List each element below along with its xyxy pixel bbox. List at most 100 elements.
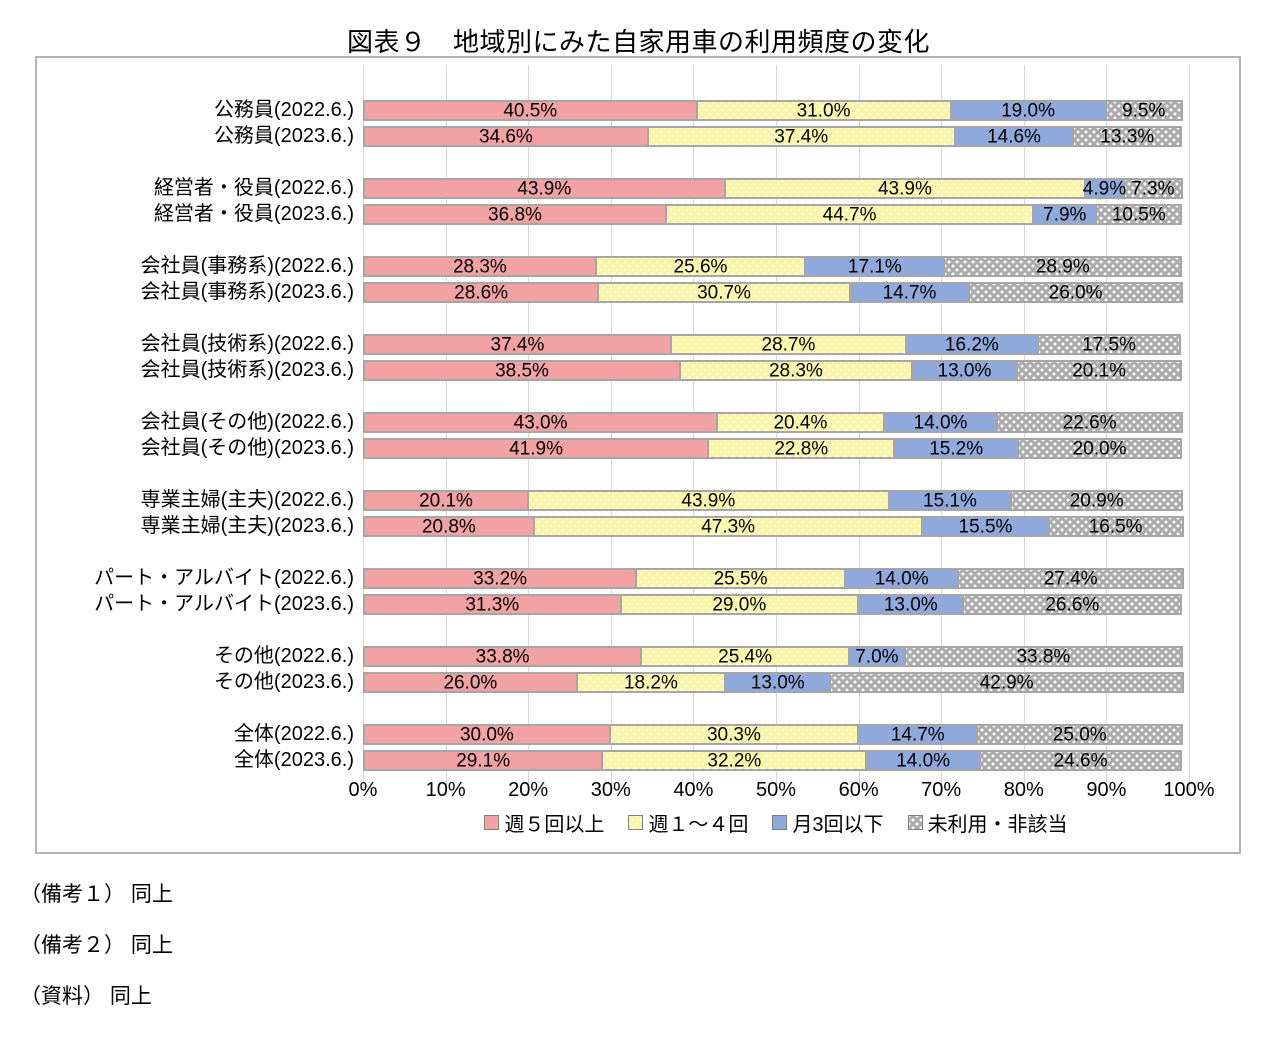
bar-value-label: 34.6%: [478, 126, 533, 147]
x-axis-tick: 0%: [348, 779, 378, 801]
bar-row: 専業主婦(主夫)(2022.6.) 20.1% 43.9% 15.1% 20.9%: [37, 490, 1239, 511]
bar-value-label: 20.1%: [1072, 360, 1127, 381]
category-label: 経営者・役員(2022.6.): [153, 177, 354, 199]
bar-segment-unused: 9.5%: [1104, 100, 1183, 121]
bar-value-label: 42.9%: [979, 672, 1034, 693]
bar-value-label: 14.0%: [913, 412, 968, 433]
bar-row: 会社員(事務系)(2023.6.) 28.6% 30.7% 14.7% 26.0%: [37, 282, 1239, 303]
bar-value-label: 31.3%: [465, 594, 520, 615]
bar-segment-month3less: 14.7%: [848, 282, 971, 303]
page-title: 図表９ 地域別にみた自家用車の利用頻度の変化: [346, 27, 930, 57]
bar-value-label: 20.4%: [773, 412, 828, 433]
bar-segment-month3less: 13.0%: [724, 672, 832, 693]
bar-track: 38.5% 28.3% 13.0% 20.1%: [363, 360, 1189, 381]
bar-segment-month3less: 14.0%: [882, 412, 999, 433]
bar-segment-week1to4: 43.9%: [723, 178, 1087, 199]
bar-segment-month3less: 15.5%: [921, 516, 1050, 537]
category-label: 全体(2023.6.): [233, 749, 354, 771]
bar-row: その他(2022.6.) 33.8% 25.4% 7.0% 33.8%: [37, 646, 1239, 667]
x-axis: 0% 10% 20% 30% 40% 50% 60% 70% 80% 90% 100%: [349, 779, 1215, 805]
bar-segment-week5plus: 20.8%: [363, 516, 535, 537]
bar-segment-week1to4: 31.0%: [695, 100, 952, 121]
bar-segment-week5plus: 38.5%: [363, 360, 681, 381]
bar-segment-unused: 20.9%: [1010, 490, 1183, 511]
bar-value-label: 30.0%: [459, 724, 514, 745]
note-line: （備考１） 同上: [20, 883, 173, 906]
bar-segment-month3less: 13.0%: [910, 360, 1019, 381]
bar-value-label: 13.0%: [883, 594, 938, 615]
bar-value-label: 27.4%: [1043, 568, 1098, 589]
gridline: [1189, 65, 1190, 791]
bar-segment-week1to4: 43.9%: [527, 490, 890, 511]
bar-segment-week1to4: 30.7%: [597, 282, 851, 303]
notes: （備考１） 同上 （備考２） 同上 （資料） 同上: [20, 878, 1277, 1010]
x-axis-tick: 50%: [755, 779, 797, 801]
bar-value-label: 20.8%: [421, 516, 476, 537]
bar-track: 31.3% 29.0% 13.0% 26.6%: [363, 594, 1189, 615]
category-label: その他(2023.6.): [213, 671, 354, 693]
bar-value-label: 29.0%: [712, 594, 767, 615]
bar-value-label: 33.2%: [473, 568, 528, 589]
bar-segment-week5plus: 40.5%: [363, 100, 698, 121]
bar-segment-week1to4: 22.8%: [707, 438, 896, 459]
bar-value-label: 44.7%: [822, 204, 877, 225]
bar-value-label: 20.0%: [1072, 438, 1127, 459]
category-label: 専業主婦(主夫)(2023.6.): [140, 515, 354, 537]
category-label: 会社員(事務系)(2023.6.): [140, 281, 354, 303]
bar-segment-unused: 10.5%: [1095, 204, 1183, 225]
bar-track: 33.8% 25.4% 7.0% 33.8%: [363, 646, 1189, 667]
bar-track: 30.0% 30.3% 14.7% 25.0%: [363, 724, 1189, 745]
bar-value-label: 28.7%: [761, 334, 816, 355]
bar-segment-unused: 20.1%: [1016, 360, 1183, 381]
category-label: パート・アルバイト(2022.6.): [94, 567, 354, 589]
bar-track: 20.1% 43.9% 15.1% 20.9%: [363, 490, 1189, 511]
chart-box: 公務員(2022.6.) 40.5% 31.0% 19.0% 9.5% 公務員(2023.…: [35, 56, 1241, 854]
bar-row: パート・アルバイト(2022.6.) 33.2% 25.5% 14.0% 27.4%: [37, 568, 1239, 589]
bar-track: 37.4% 28.7% 16.2% 17.5%: [363, 334, 1189, 355]
bar-segment-month3less: 4.9%: [1083, 178, 1126, 199]
bar-segment-week5plus: 29.1%: [363, 750, 604, 771]
bar-row: 専業主婦(主夫)(2023.6.) 20.8% 47.3% 15.5% 16.5%: [37, 516, 1239, 537]
bar-track: 20.8% 47.3% 15.5% 16.5%: [363, 516, 1189, 537]
bar-value-label: 38.5%: [495, 360, 549, 381]
category-label: 公務員(2023.6.): [213, 125, 354, 147]
bar-track: 43.0% 20.4% 14.0% 22.6%: [363, 412, 1189, 433]
bar-segment-week5plus: 43.0%: [363, 412, 719, 433]
bar-segment-unused: 42.9%: [829, 672, 1184, 693]
x-axis-tick: 40%: [673, 779, 714, 801]
bar-value-label: 26.0%: [1048, 282, 1103, 303]
bar-segment-week1to4: 25.4%: [640, 646, 850, 667]
x-axis-tick: 10%: [425, 779, 466, 801]
bar-row: 公務員(2022.6.) 40.5% 31.0% 19.0% 9.5%: [37, 100, 1239, 121]
category-label: 専業主婦(主夫)(2022.6.): [140, 489, 354, 511]
bar-segment-week5plus: 26.0%: [363, 672, 578, 693]
bar-segment-unused: 22.6%: [996, 412, 1183, 433]
bar-value-label: 15.1%: [923, 490, 977, 511]
bar-value-label: 10.5%: [1111, 204, 1166, 225]
category-label: 会社員(その他)(2023.6.): [140, 437, 354, 459]
bar-segment-week5plus: 33.8%: [363, 646, 643, 667]
legend-item-month3less: 月3回以下: [772, 808, 884, 837]
bar-value-label: 30.7%: [697, 282, 751, 303]
bar-segment-month3less: 17.1%: [804, 256, 946, 277]
category-label: その他(2022.6.): [213, 645, 354, 667]
bar-value-label: 13.0%: [750, 672, 805, 693]
bar-value-label: 25.6%: [673, 256, 728, 277]
bar-row: その他(2023.6.) 26.0% 18.2% 13.0% 42.9%: [37, 672, 1239, 693]
bar-value-label: 28.6%: [454, 282, 509, 303]
x-axis-tick: 70%: [921, 779, 962, 801]
bar-value-label: 14.0%: [874, 568, 929, 589]
bar-value-label: 19.0%: [1001, 100, 1055, 121]
bar-segment-unused: 13.3%: [1072, 126, 1183, 147]
bar-value-label: 28.3%: [452, 256, 507, 277]
bar-row: 会社員(技術系)(2022.6.) 37.4% 28.7% 16.2% 17.5%: [37, 334, 1239, 355]
bar-value-label: 26.0%: [443, 672, 498, 693]
bar-value-label: 7.0%: [855, 646, 899, 667]
bar-segment-week5plus: 43.9%: [363, 178, 726, 199]
bar-value-label: 25.4%: [718, 646, 773, 667]
bar-row: 会社員(技術系)(2023.6.) 38.5% 28.3% 13.0% 20.1%: [37, 360, 1239, 381]
bar-track: 33.2% 25.5% 14.0% 27.4%: [363, 568, 1189, 589]
bar-segment-week5plus: 41.9%: [363, 438, 710, 459]
bar-segment-month3less: 14.0%: [865, 750, 981, 771]
bar-value-label: 28.3%: [768, 360, 823, 381]
